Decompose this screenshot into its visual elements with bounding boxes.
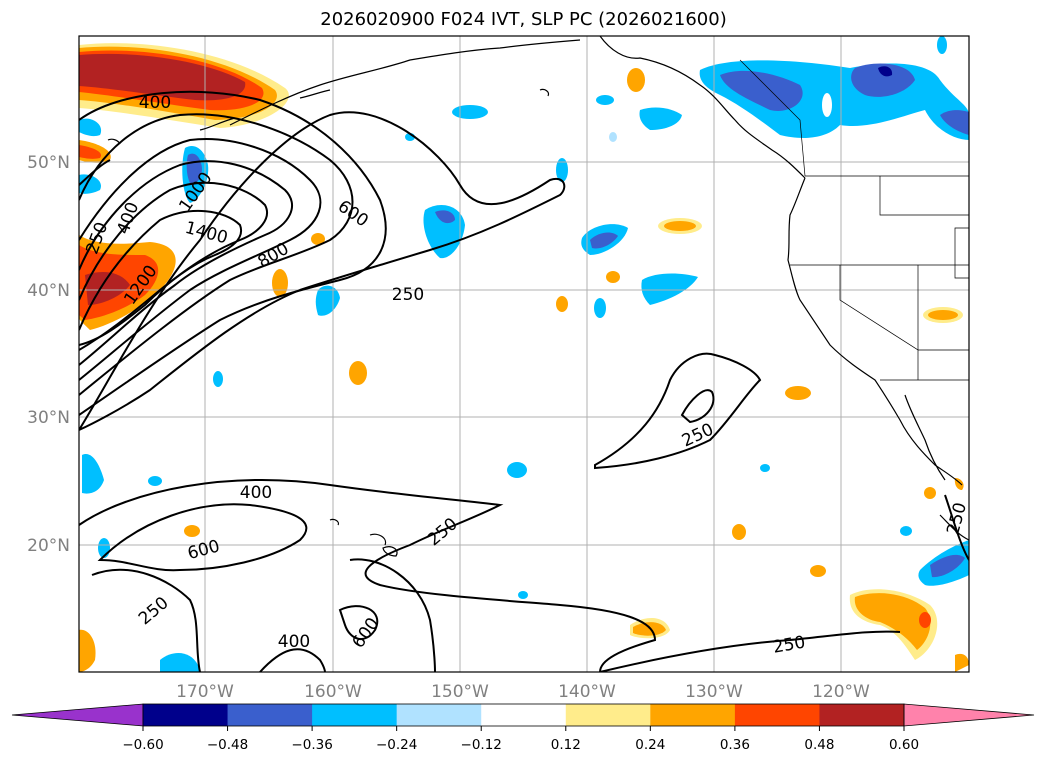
lat-label: 40°N <box>27 281 70 301</box>
colorbar-tick-label: 0.60 <box>889 737 919 753</box>
map-area <box>79 36 969 672</box>
lat-label: 50°N <box>27 153 70 173</box>
colorbar-segment <box>650 704 736 726</box>
colorbar-extend-high <box>903 703 1035 727</box>
colorbar-segment <box>565 704 651 726</box>
lat-label: 30°N <box>27 408 70 428</box>
colorbar-tick-label: −0.36 <box>291 737 332 753</box>
colorbar-segment <box>734 704 820 726</box>
slp-contours <box>79 90 969 672</box>
colorbar-segment <box>396 704 482 726</box>
political-borders <box>739 59 969 381</box>
map-title: 2026020900 F024 IVT, SLP PC (2026021600) <box>320 9 727 30</box>
colorbar-tick-label: 0.48 <box>804 737 834 753</box>
contour-label: 250 <box>392 285 424 305</box>
ivt-negative-fill <box>79 36 969 672</box>
lat-label: 20°N <box>27 536 70 556</box>
colorbar-segment <box>481 704 567 726</box>
contour-label: 400 <box>240 483 272 503</box>
lon-label: 140°W <box>558 682 616 702</box>
colorbar-tick-label: −0.12 <box>461 737 502 753</box>
contour-label: 400 <box>278 632 310 652</box>
lon-label: 130°W <box>685 682 743 702</box>
colorbar-segment <box>143 704 229 726</box>
lon-label: 120°W <box>812 682 870 702</box>
contour-label: 400 <box>139 93 171 113</box>
colorbar-segment <box>312 704 398 726</box>
colorbar-tick-label: 0.36 <box>720 737 750 753</box>
colorbar-tick-label: −0.48 <box>207 737 248 753</box>
colorbar-frame <box>142 703 905 727</box>
lon-label: 170°W <box>176 682 234 702</box>
longitude-labels: 170°W 160°W 150°W 140°W 130°W 120°W <box>176 682 870 702</box>
lon-label: 150°W <box>431 682 489 702</box>
colorbar-tick-label: −0.24 <box>376 737 417 753</box>
colorbar-segment <box>819 704 905 726</box>
colorbar-tick-label: 0.12 <box>551 737 581 753</box>
colorbar-segment <box>227 704 313 726</box>
map-frame <box>78 35 970 673</box>
latitude-labels: 50°N 40°N 30°N 20°N <box>27 153 70 556</box>
coastlines <box>107 36 969 557</box>
colorbar-extend-low <box>11 703 144 727</box>
colorbar-tick-label: −0.60 <box>122 737 163 753</box>
colorbar: −0.60 −0.48 −0.36 −0.24 −0.12 0.12 0.24 0.36 0.4… <box>11 703 1035 753</box>
lon-label: 160°W <box>304 682 362 702</box>
colorbar-tick-label: 0.24 <box>635 737 665 753</box>
